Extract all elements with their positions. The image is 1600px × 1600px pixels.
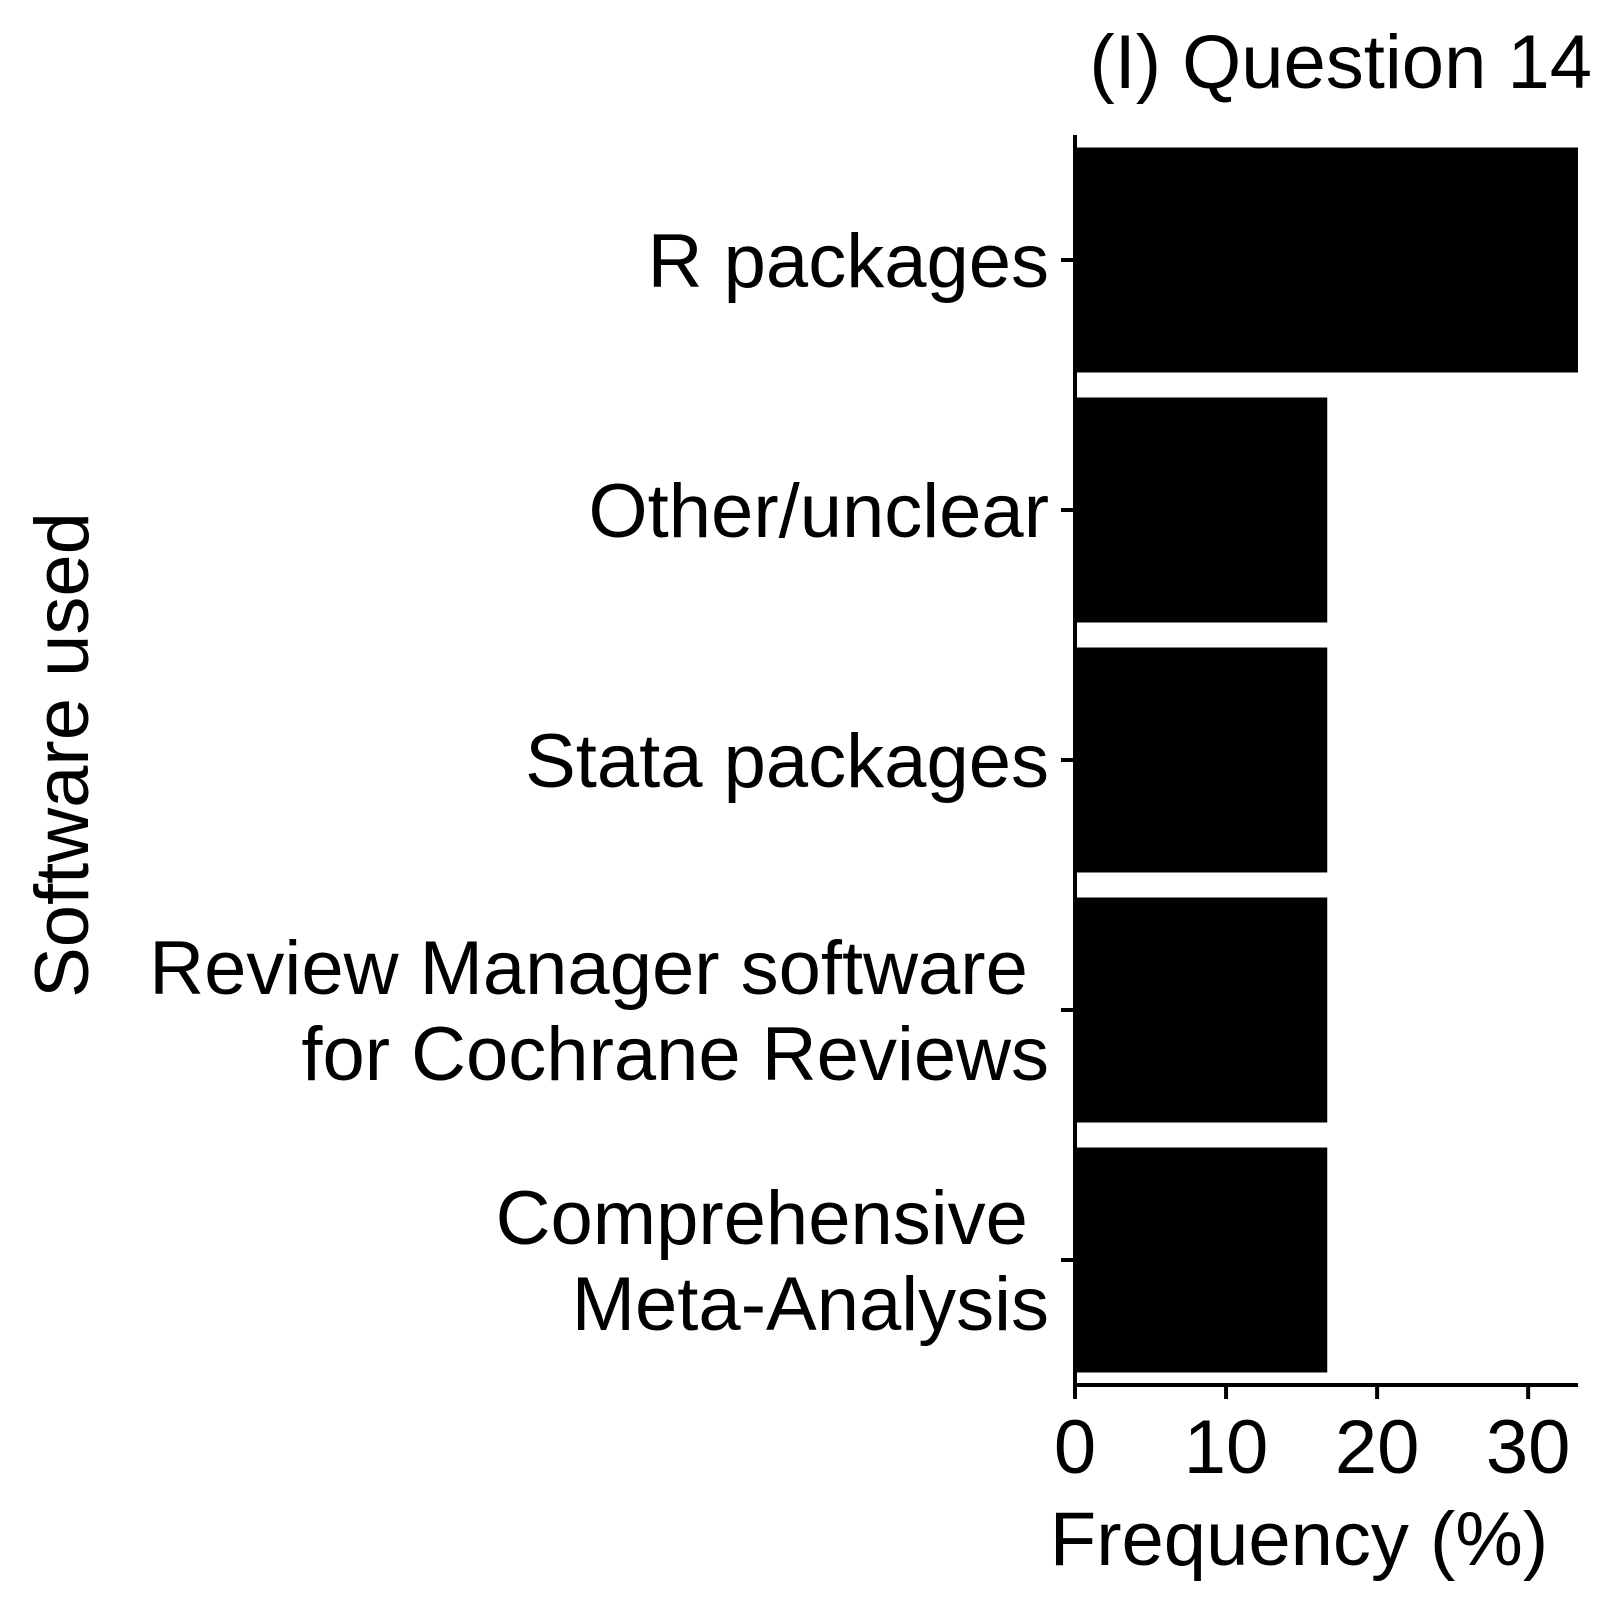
bar	[1075, 647, 1328, 873]
category-label-line: Other/unclear	[589, 469, 1049, 554]
x-tick-label: 10	[1184, 1405, 1269, 1490]
x-tick-label: 20	[1335, 1405, 1420, 1490]
chart-title: (I) Question 14	[1089, 20, 1592, 105]
bar	[1075, 897, 1328, 1123]
x-axis-title: Frequency (%)	[1050, 1497, 1548, 1582]
category-label-line: R packages	[648, 219, 1049, 304]
category-label: Stata packages	[525, 719, 1049, 804]
x-tick-label: 0	[1054, 1405, 1096, 1490]
x-ticks-group: 0 10 20 30	[1054, 1385, 1571, 1490]
bars-group	[1075, 147, 1578, 1373]
bar	[1075, 1147, 1328, 1373]
bar	[1075, 397, 1328, 623]
category-label-line: Review Manager software	[149, 926, 1049, 1011]
x-tick-label: 30	[1486, 1405, 1571, 1490]
category-label: Other/unclear	[589, 469, 1049, 554]
bar	[1075, 147, 1578, 373]
category-label-line: Comprehensive	[496, 1176, 1049, 1261]
category-label: R packages	[648, 219, 1049, 304]
category-label-line: for Cochrane Reviews	[301, 1012, 1049, 1097]
category-label: Comprehensive Meta-Analysis	[496, 1176, 1049, 1347]
y-axis-title: Software used	[20, 512, 105, 998]
category-label: Review Manager software for Cochrane Rev…	[149, 926, 1049, 1097]
category-label-line: Stata packages	[525, 719, 1049, 804]
category-label-line: Meta-Analysis	[572, 1262, 1049, 1347]
category-labels-group: R packages Other/unclear Stata packages Rev…	[149, 219, 1075, 1347]
